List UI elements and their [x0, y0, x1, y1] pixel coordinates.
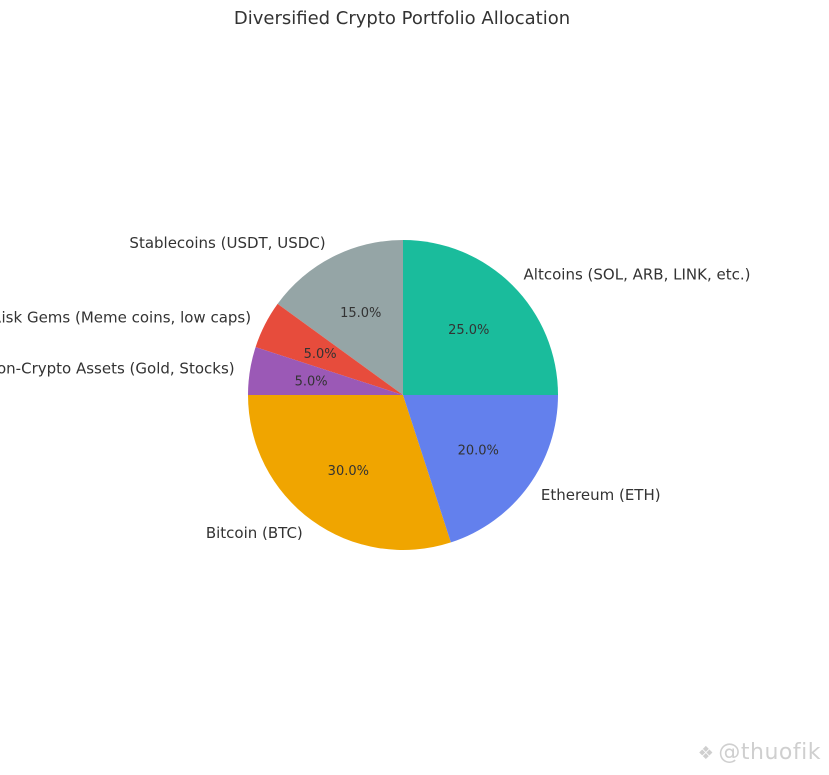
category-label-high-risk-gems-meme-coins-low-caps: High-Risk Gems (Meme coins, low caps) [0, 309, 251, 327]
chart-title: Diversified Crypto Portfolio Allocation [234, 8, 570, 29]
exchange-logo-icon: ❖ [697, 743, 715, 764]
pie-labels: 15.0% Stablecoins (USDT, USDC) 5.0% High-Ri… [0, 234, 750, 542]
pie-slice-high-risk-gems-meme-coins-low-caps [255, 303, 403, 395]
pie-slice-altcoins-sol-arb-link-etc [403, 240, 558, 395]
pie-slice-ethereum-eth [403, 395, 558, 543]
pct-label-high-risk-gems-meme-coins-low-caps: 5.0% [304, 347, 337, 362]
pct-label-non-crypto-assets-gold-stocks: 5.0% [295, 374, 328, 389]
category-label-stablecoins-usdt-usdc: Stablecoins (USDT, USDC) [129, 234, 325, 252]
pct-label-stablecoins-usdt-usdc: 15.0% [340, 306, 381, 321]
category-label-altcoins-sol-arb-link-etc: Altcoins (SOL, ARB, LINK, etc.) [524, 265, 751, 283]
pie-slice-non-crypto-assets-gold-stocks [248, 347, 403, 395]
category-label-non-crypto-assets-gold-stocks: Non-Crypto Assets (Gold, Stocks) [0, 359, 235, 377]
pct-label-bitcoin-btc: 30.0% [328, 464, 369, 479]
pie-slice-stablecoins-usdt-usdc [277, 240, 403, 395]
category-label-bitcoin-btc: Bitcoin (BTC) [206, 524, 303, 542]
category-label-ethereum-eth: Ethereum (ETH) [541, 486, 661, 504]
pct-label-altcoins-sol-arb-link-etc: 25.0% [448, 323, 489, 338]
pct-label-ethereum-eth: 20.0% [458, 444, 499, 459]
pie-slice-bitcoin-btc [248, 395, 451, 550]
watermark-text: @thuofik [718, 740, 821, 765]
watermark: ❖ @thuofik [698, 740, 821, 765]
pie-slices [248, 240, 558, 550]
